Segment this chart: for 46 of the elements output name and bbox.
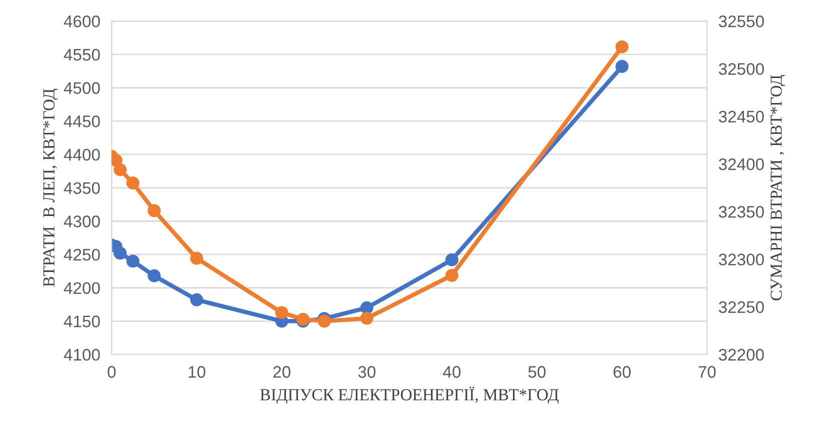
y2-tick-label: 32500 (718, 63, 764, 75)
y2-tick-label: 32300 (718, 254, 764, 266)
y2-tick-label: 32350 (718, 206, 764, 218)
y-tick-label: 4300 (64, 216, 100, 228)
y2-tick-label: 32200 (718, 348, 764, 361)
point (114, 246, 127, 260)
point (360, 301, 374, 314)
point (275, 306, 288, 320)
point (190, 293, 204, 306)
y-tick-label: 4200 (64, 282, 100, 294)
point (114, 163, 127, 176)
y-tick-label: 4350 (64, 182, 100, 194)
x-tick-label: 70 (698, 366, 716, 378)
y-tick-label: 4600 (64, 16, 100, 28)
y-tick-label: 4550 (64, 48, 100, 61)
point (318, 314, 331, 328)
x-tick-label: 20 (273, 366, 290, 378)
y-tick-label: 4100 (64, 348, 100, 361)
point (616, 40, 629, 54)
x-tick-label: 60 (614, 366, 631, 378)
point (445, 268, 458, 282)
point (190, 252, 204, 265)
y2-axis-title: СУМАРНІ ВТРАТИ , КВТ*ГОД (770, 75, 786, 300)
y-tick-label: 4150 (64, 316, 100, 328)
x-tick-label: 0 (108, 366, 116, 378)
x-tick-label: 50 (528, 366, 546, 378)
y2-tick-label: 32550 (718, 16, 764, 28)
x-tick-label: 40 (443, 366, 461, 378)
x-tick-label: 30 (358, 366, 376, 378)
point (126, 176, 140, 190)
y2-tick-label: 32450 (718, 110, 764, 123)
x-tick-label: 10 (188, 366, 206, 378)
y-tick-label: 4500 (64, 82, 100, 94)
point (360, 312, 374, 325)
point (445, 253, 458, 266)
x-axis-title: ВІДПУСК ЕЛЕКТРОЕНЕРГІЇ, МВТ*ГОД (260, 386, 559, 404)
point (616, 60, 629, 73)
y2-tick-label: 32400 (718, 158, 764, 170)
point (126, 254, 140, 268)
point (148, 269, 161, 282)
y-tick-label: 4400 (64, 148, 100, 161)
point (148, 204, 161, 218)
y-axis-title: ВТРАТИ В ЛЕП, КВТ*ГОД (43, 88, 58, 287)
y-tick-label: 4250 (64, 248, 100, 261)
y2-tick-label: 32250 (718, 301, 764, 314)
y-tick-label: 4450 (64, 116, 100, 128)
